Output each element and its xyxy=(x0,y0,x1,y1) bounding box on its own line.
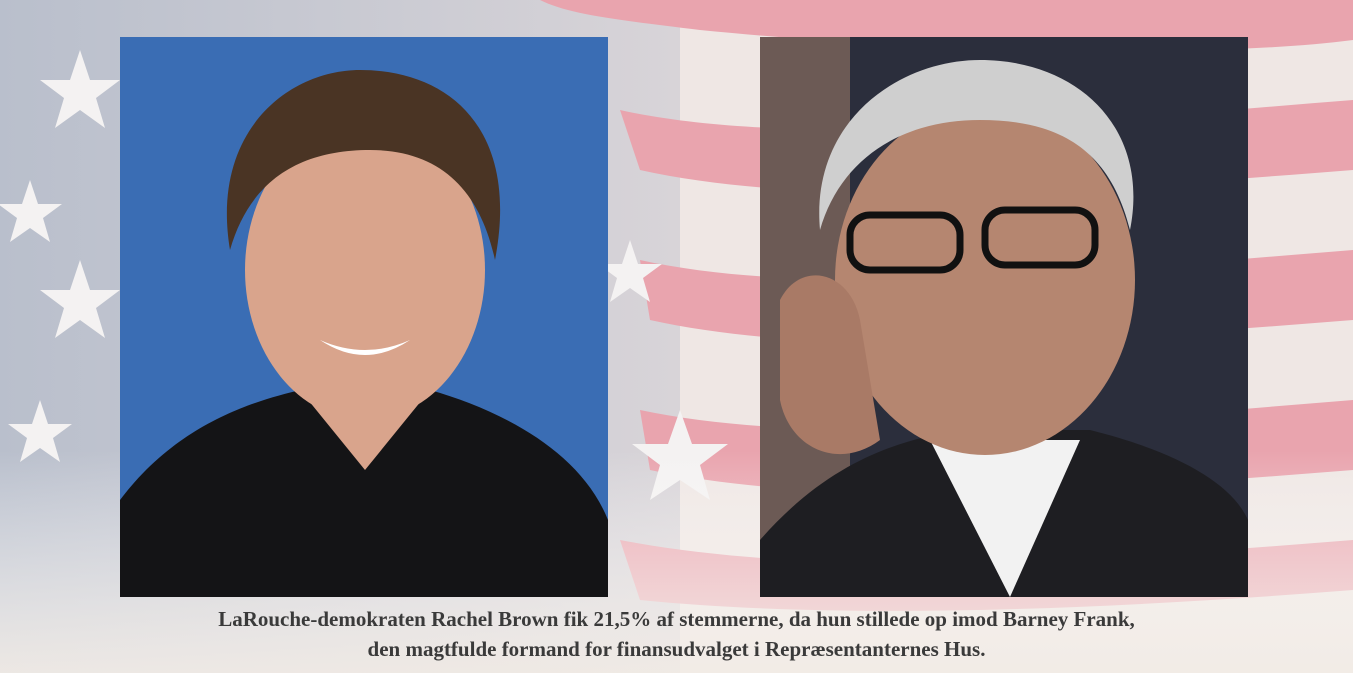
star xyxy=(40,260,120,338)
star xyxy=(598,240,662,302)
face xyxy=(835,105,1135,455)
star xyxy=(8,400,72,462)
photo-right xyxy=(760,37,1248,597)
caption-line: LaRouche-demokraten Rachel Brown fik 21,… xyxy=(218,607,1135,631)
star xyxy=(40,50,120,128)
hand xyxy=(780,275,880,455)
face xyxy=(245,120,485,420)
photo-left xyxy=(120,37,608,597)
smile xyxy=(320,340,410,355)
hair xyxy=(226,70,501,260)
shirt xyxy=(930,440,1080,597)
jacket xyxy=(120,390,608,597)
star xyxy=(0,180,62,242)
glasses-right xyxy=(981,206,1099,269)
hair xyxy=(819,60,1134,230)
glasses-left xyxy=(846,211,964,274)
caption-line: den magtfulde formand for finansudvalget… xyxy=(367,637,986,661)
